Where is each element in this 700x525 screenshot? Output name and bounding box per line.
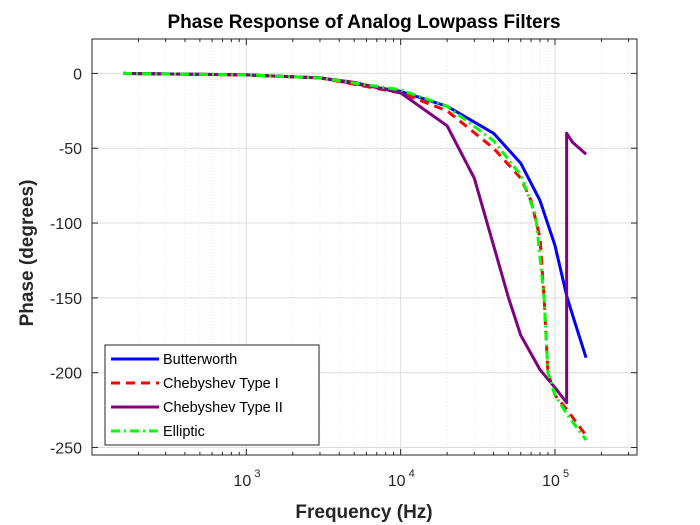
- y-tick-label: -100: [50, 216, 82, 233]
- minor-grid: [137, 39, 630, 455]
- legend: Butterworth Chebyshev Type I Chebyshev Typ…: [104, 344, 320, 446]
- series-layer: [123, 71, 588, 441]
- x-tick-exponent: 5: [563, 468, 569, 480]
- plot-frame: [91, 38, 638, 456]
- x-tick-label: 10 4: [388, 468, 415, 490]
- y-axis-label: Phase (degrees): [17, 180, 38, 327]
- y-tick-labels: 0 -50 -100 -150 -200 -250: [50, 66, 82, 457]
- y-tick-label: 0: [73, 66, 82, 83]
- legend-item: Chebyshev Type I: [111, 376, 279, 392]
- legend-item: Elliptic: [111, 424, 205, 440]
- y-tick-label: -150: [50, 291, 82, 308]
- legend-label: Chebyshev Type I: [163, 376, 279, 392]
- legend-item: Butterworth: [111, 352, 237, 368]
- legend-box: [104, 344, 320, 446]
- y-tick-label: -250: [50, 441, 82, 458]
- chart-title: Phase Response of Analog Lowpass Filters: [167, 12, 560, 33]
- x-tick-base: 10: [233, 473, 251, 490]
- x-tick-exponent: 3: [254, 468, 260, 480]
- x-axis-label: Frequency (Hz): [295, 502, 432, 523]
- y-tick-label: -50: [59, 141, 82, 158]
- series-line-elliptic: [123, 71, 588, 441]
- x-tick-base: 10: [388, 473, 406, 490]
- legend-label: Chebyshev Type II: [163, 400, 283, 416]
- x-tick-exponent: 4: [409, 468, 415, 480]
- legend-label: Elliptic: [163, 424, 205, 440]
- legend-label: Butterworth: [163, 352, 237, 368]
- x-tick-label: 10 3: [233, 468, 260, 490]
- ticks-layer: [91, 39, 637, 455]
- x-tick-labels: 10 3 10 4 10 5: [233, 468, 569, 490]
- y-tick-label: -200: [50, 366, 82, 383]
- x-tick-base: 10: [542, 473, 560, 490]
- x-tick-label: 10 5: [542, 468, 569, 490]
- legend-item: Chebyshev Type II: [111, 400, 283, 416]
